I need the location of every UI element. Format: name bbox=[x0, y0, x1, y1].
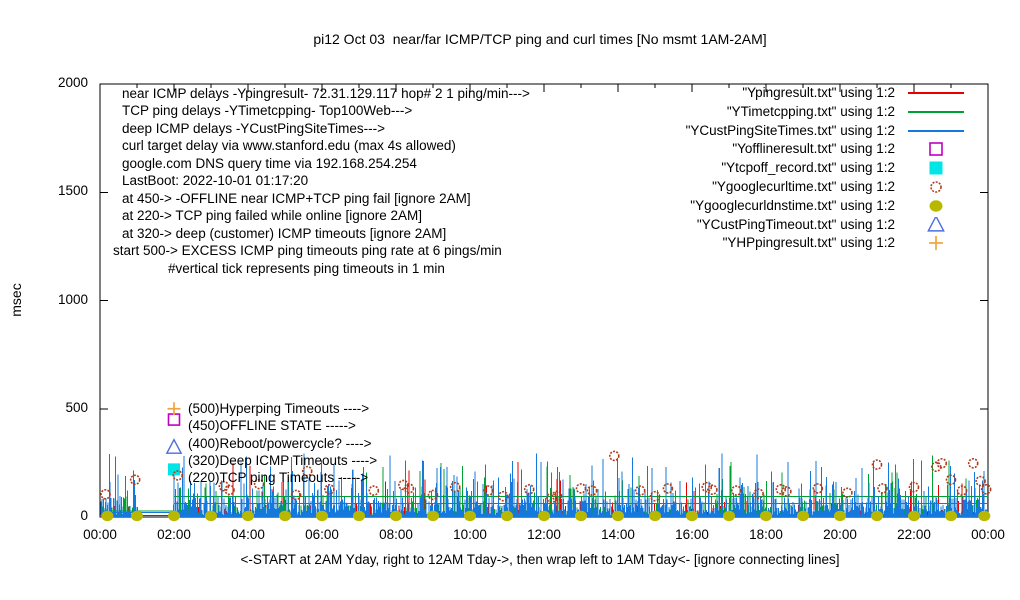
legend-label: "Ypingresult.txt" using 1:2 bbox=[742, 85, 895, 100]
x-tick-label: 00:00 bbox=[83, 527, 117, 542]
legend-marker-filled-circle-icon bbox=[905, 198, 967, 214]
legend-label: "Ygooglecurltime.txt" using 1:2 bbox=[712, 179, 895, 194]
annotation-line: at 450-> -OFFLINE near ICMP+TCP ping fai… bbox=[122, 191, 471, 206]
point-label: (220)TCP ping Timeouts -----> bbox=[188, 470, 369, 485]
legend-row: "Ygooglecurltime.txt" using 1:2 bbox=[555, 178, 970, 195]
legend-marker-line-red bbox=[905, 85, 967, 101]
x-tick-label: 06:00 bbox=[305, 527, 339, 542]
y-tick-label: 2000 bbox=[57, 75, 88, 90]
series-Yofflineresult bbox=[167, 413, 181, 426]
annotation-line: at 320-> deep (customer) ICMP timeouts [… bbox=[122, 226, 447, 241]
x-tick-label: 00:00 bbox=[971, 527, 1005, 542]
point-label: (400)Reboot/powercycle? ----> bbox=[188, 436, 372, 451]
legend-row: "YCustPingTimeout.txt" using 1:2 bbox=[555, 216, 970, 233]
chart-title: pi12 Oct 03 near/far ICMP/TCP ping and c… bbox=[313, 31, 767, 47]
x-tick-label: 16:00 bbox=[675, 527, 709, 542]
annotation-line: at 220-> TCP ping failed while online [i… bbox=[122, 208, 423, 223]
y-tick-label: 1000 bbox=[57, 292, 88, 307]
x-tick-label: 18:00 bbox=[749, 527, 783, 542]
annotation-line: #vertical tick represents ping timeouts … bbox=[168, 261, 445, 276]
legend-label: "Ytcpoff_record.txt" using 1:2 bbox=[721, 160, 895, 175]
annotation-line: LastBoot: 2022-10-01 01:17:20 bbox=[122, 173, 309, 188]
x-tick-label: 02:00 bbox=[157, 527, 191, 542]
x-tick-label: 08:00 bbox=[379, 527, 413, 542]
series-YCustPingTimeout bbox=[165, 438, 183, 454]
x-tick-label: 12:00 bbox=[527, 527, 561, 542]
x-tick-label: 14:00 bbox=[601, 527, 635, 542]
legend-row: "YTimetcpping.txt" using 1:2 bbox=[555, 103, 970, 120]
y-axis-label: msec bbox=[8, 283, 24, 317]
series-YHPpingresult bbox=[167, 402, 181, 416]
legend-marker-plus-icon bbox=[905, 235, 967, 251]
legend-row: "YCustPingSiteTimes.txt" using 1:2 bbox=[555, 122, 970, 139]
legend-marker-line-green bbox=[905, 104, 967, 120]
legend-marker-triangle-icon bbox=[905, 216, 967, 233]
legend-row: "Ypingresult.txt" using 1:2 bbox=[555, 84, 970, 101]
legend-label: "Yofflineresult.txt" using 1:2 bbox=[732, 141, 895, 156]
y-tick-label: 0 bbox=[80, 508, 88, 523]
legend-marker-open-square-icon bbox=[905, 141, 967, 157]
legend-row: "Yofflineresult.txt" using 1:2 bbox=[555, 140, 970, 157]
x-tick-label: 22:00 bbox=[897, 527, 931, 542]
series-Ygooglecurltime bbox=[100, 450, 992, 504]
point-label: (450)OFFLINE STATE -----> bbox=[188, 418, 356, 433]
legend-label: "YHPpingresult.txt" using 1:2 bbox=[722, 235, 895, 250]
x-tick-label: 20:00 bbox=[823, 527, 857, 542]
legend-marker-filled-square-icon bbox=[905, 160, 967, 176]
y-tick-label: 1500 bbox=[57, 183, 88, 198]
annotation-line: TCP ping delays -YTimetcpping- Top100Web… bbox=[122, 103, 413, 118]
series-YCustPingSiteTimes bbox=[100, 453, 988, 517]
legend-label: "Ygooglecurldnstime.txt" using 1:2 bbox=[690, 198, 895, 213]
annotation-line: curl target delay via www.stanford.edu (… bbox=[122, 138, 456, 153]
series-Ygooglecurldnstime bbox=[101, 510, 991, 522]
annotation-line: deep ICMP delays -YCustPingSiteTimes---> bbox=[122, 121, 385, 136]
legend-label: "YTimetcpping.txt" using 1:2 bbox=[726, 104, 895, 119]
legend-marker-line-blue bbox=[905, 123, 967, 139]
legend-row: "Ygooglecurldnstime.txt" using 1:2 bbox=[555, 197, 970, 214]
legend-label: "YCustPingTimeout.txt" using 1:2 bbox=[696, 217, 895, 232]
x-axis-caption: <-START at 2AM Yday, right to 12AM Tday-… bbox=[240, 552, 840, 567]
annotation-line: google.com DNS query time via 192.168.25… bbox=[122, 156, 417, 171]
y-tick-label: 500 bbox=[65, 400, 88, 415]
point-label: (500)Hyperping Timeouts ----> bbox=[188, 401, 370, 416]
annotation-line: start 500-> EXCESS ICMP ping timeouts pi… bbox=[113, 243, 502, 258]
point-label: (320)Deep ICMP Timeouts ----> bbox=[188, 453, 378, 468]
annotation-line: near ICMP delays -Ypingresult- 72.31.129… bbox=[122, 86, 530, 101]
x-tick-label: 04:00 bbox=[231, 527, 265, 542]
legend-marker-open-circle-icon bbox=[905, 179, 967, 195]
legend-row: "YHPpingresult.txt" using 1:2 bbox=[555, 234, 970, 251]
series-Ytcpoff_record bbox=[168, 463, 180, 476]
x-tick-label: 10:00 bbox=[453, 527, 487, 542]
legend-label: "YCustPingSiteTimes.txt" using 1:2 bbox=[685, 123, 895, 138]
legend-row: "Ytcpoff_record.txt" using 1:2 bbox=[555, 159, 970, 176]
